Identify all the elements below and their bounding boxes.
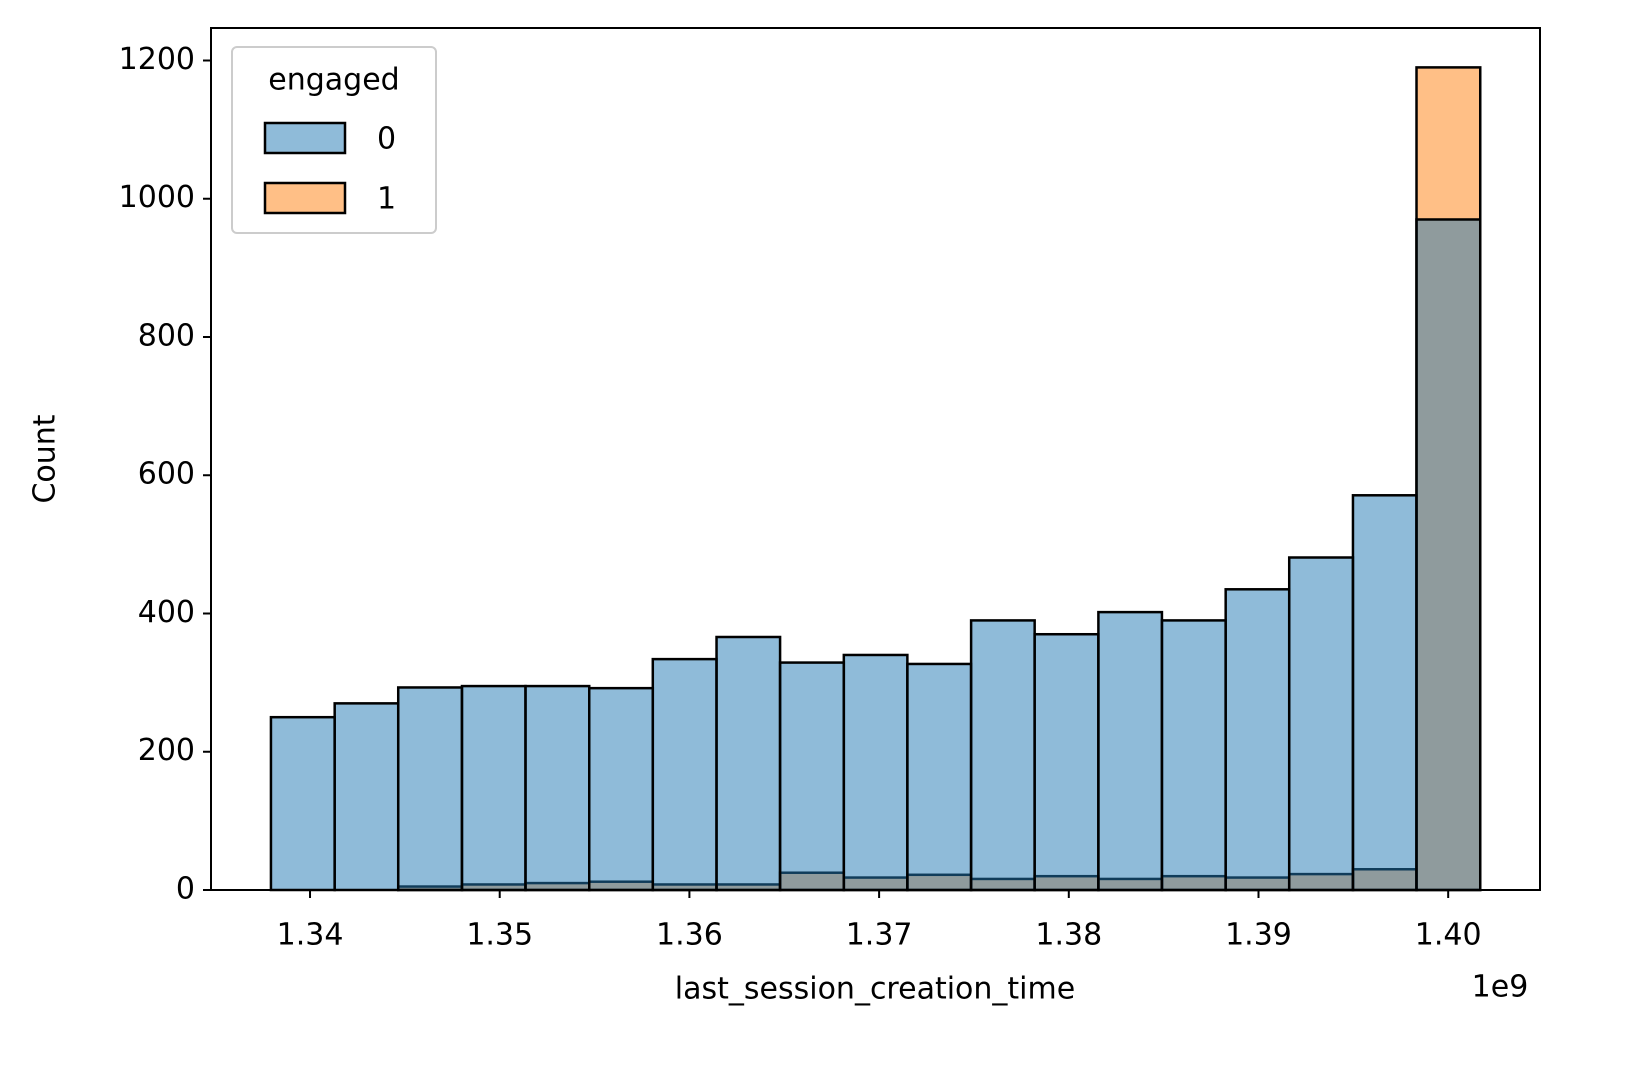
y-tick-label: 200 (138, 733, 195, 768)
legend-swatch (263, 181, 347, 215)
histogram-bar (1224, 588, 1291, 892)
y-tick-label: 0 (176, 872, 195, 907)
histogram-bar (651, 657, 718, 892)
histogram-bar (1287, 556, 1355, 892)
histogram-bar (588, 686, 655, 892)
histogram-bar (1033, 632, 1100, 892)
x-tick-label: 1.36 (656, 918, 723, 953)
y-tick-label: 800 (138, 318, 195, 353)
histogram-bar (1097, 610, 1164, 892)
histogram-bar (969, 619, 1036, 892)
legend-title: engaged (268, 63, 399, 98)
histogram-bar (269, 715, 336, 892)
y-tick-label: 600 (138, 457, 195, 492)
x-tick-label: 1.35 (466, 918, 533, 953)
histogram-bar (906, 662, 973, 892)
x-tick-label: 1.37 (846, 918, 913, 953)
histogram-bar (1415, 218, 1482, 892)
x-tick-label: 1.38 (1035, 918, 1102, 953)
x-tick-label: 1.40 (1415, 918, 1482, 953)
y-tick-label: 1000 (119, 180, 195, 215)
x-axis-label: last_session_creation_time (675, 972, 1075, 1007)
legend-label: 0 (377, 122, 396, 157)
y-tick-label: 400 (138, 595, 195, 630)
x-tick-label: 1.34 (277, 918, 344, 953)
histogram-bar (333, 702, 400, 892)
histogram-bar (1160, 619, 1227, 892)
y-axis-label: Count (28, 414, 63, 503)
legend-swatch (263, 121, 347, 155)
histogram-bar (460, 684, 527, 892)
histogram-bar (715, 635, 782, 892)
plot-frame (210, 27, 1541, 891)
histogram-bar (778, 661, 846, 892)
histogram-bar (396, 686, 464, 892)
histogram-bar (524, 684, 591, 892)
histogram-bar (842, 653, 909, 892)
legend-label: 1 (377, 182, 396, 217)
x-tick-label: 1.39 (1225, 918, 1292, 953)
histogram-bar (1351, 494, 1418, 892)
x-offset-label: 1e9 (1472, 970, 1529, 1005)
y-tick-label: 1200 (119, 42, 195, 77)
